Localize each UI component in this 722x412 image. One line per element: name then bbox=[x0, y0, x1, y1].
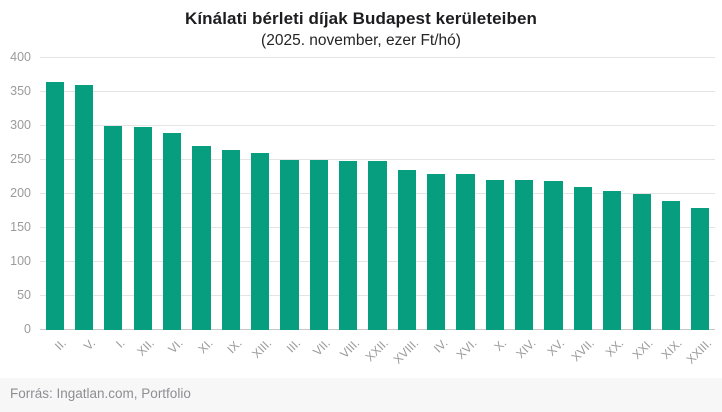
x-tick-label: II. bbox=[51, 336, 69, 353]
x-tick-label: XIV. bbox=[512, 336, 539, 362]
bar-XX. bbox=[603, 190, 622, 330]
chart-subtitle: (2025. november, ezer Ft/hó) bbox=[261, 32, 461, 49]
x-tick-label: XII. bbox=[133, 336, 157, 359]
x-tick-label: III. bbox=[284, 336, 304, 356]
x-tick-label: XVIII. bbox=[390, 336, 421, 367]
bar-VII. bbox=[309, 160, 328, 330]
x-tick-label: XXI. bbox=[629, 336, 656, 362]
bar-IX. bbox=[221, 149, 240, 330]
bar-VI. bbox=[162, 132, 182, 330]
bar-IV. bbox=[427, 173, 446, 330]
chart-title: Kínálati bérleti díjak Budapest kerülete… bbox=[184, 9, 538, 28]
x-tick-label: X. bbox=[490, 336, 509, 354]
y-tick-label: 250 bbox=[10, 152, 31, 166]
bar-XI. bbox=[192, 146, 211, 330]
x-tick-label: XI. bbox=[195, 336, 216, 357]
bar-XXI. bbox=[632, 194, 651, 330]
bar-XII. bbox=[133, 127, 152, 330]
y-tick-label: 200 bbox=[10, 186, 31, 200]
x-tick-label: VIII. bbox=[337, 336, 363, 361]
y-tick-label: 150 bbox=[10, 220, 31, 234]
plot-area: 0 50 100 150 200 250 300 350 400 II. V. I. XII. VI. XI… bbox=[10, 50, 715, 367]
bar-II. bbox=[45, 81, 64, 330]
gridline bbox=[40, 91, 715, 92]
x-tick-label: XXIII. bbox=[683, 336, 715, 367]
y-tick-label: 50 bbox=[17, 288, 31, 302]
x-tick-label: XIX. bbox=[658, 336, 685, 362]
bar-V. bbox=[74, 85, 94, 330]
y-tick-label: 300 bbox=[10, 118, 31, 132]
x-tick-label: VI. bbox=[165, 336, 186, 357]
bar-XV. bbox=[544, 181, 563, 330]
bar-XVI. bbox=[456, 173, 475, 330]
y-tick-label: 100 bbox=[10, 254, 31, 268]
x-tick-label: XV. bbox=[544, 336, 568, 359]
bar-VIII. bbox=[339, 160, 358, 330]
source-text: Forrás: Ingatlan.com, Portfolio bbox=[10, 386, 191, 401]
x-tick-label: IX. bbox=[224, 336, 245, 357]
bar-III. bbox=[280, 160, 299, 330]
y-tick-label: 350 bbox=[10, 84, 31, 98]
bar-XVII. bbox=[573, 187, 593, 330]
gridline bbox=[40, 159, 715, 160]
bar-XIII. bbox=[251, 153, 270, 330]
gridline bbox=[40, 125, 715, 126]
bar-XXIII. bbox=[691, 207, 710, 330]
bar-XIX. bbox=[661, 200, 681, 330]
x-tick-label: XVI. bbox=[453, 336, 480, 362]
bar-XVIII. bbox=[397, 170, 416, 330]
y-tick-label: 0 bbox=[24, 322, 31, 336]
bar-X. bbox=[485, 180, 504, 330]
x-tick-label: XXII. bbox=[363, 336, 392, 365]
x-tick-label: VII. bbox=[310, 336, 333, 359]
bar-I. bbox=[104, 126, 123, 330]
x-tick-label: XVII. bbox=[568, 336, 597, 365]
x-tick-label: XX. bbox=[602, 336, 627, 360]
x-tick-label: I. bbox=[112, 336, 128, 351]
bar-XIV. bbox=[515, 180, 534, 330]
x-tick-label: IV. bbox=[430, 336, 451, 356]
source-footer: Forrás: Ingatlan.com, Portfolio bbox=[0, 378, 722, 412]
y-tick-label: 400 bbox=[10, 50, 31, 64]
gridline bbox=[40, 57, 715, 58]
bar-XXII. bbox=[368, 161, 387, 330]
x-tick-label: V. bbox=[80, 336, 98, 354]
x-tick-label: XIII. bbox=[249, 336, 274, 361]
